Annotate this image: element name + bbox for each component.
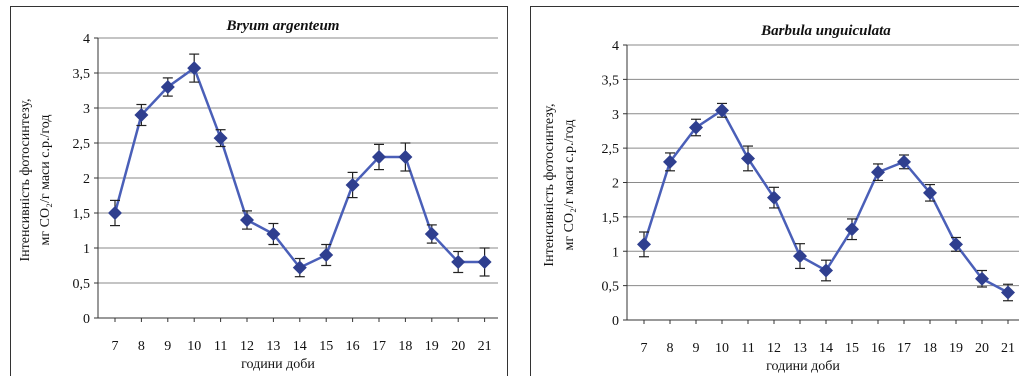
data-point bbox=[319, 248, 334, 262]
x-tick-label: 19 bbox=[425, 339, 439, 354]
data-point bbox=[871, 165, 885, 180]
data-point bbox=[715, 103, 729, 118]
x-tick-label: 11 bbox=[214, 339, 227, 354]
x-tick-label: 9 bbox=[693, 341, 700, 356]
data-point bbox=[793, 249, 807, 264]
x-tick-label: 8 bbox=[138, 339, 145, 354]
x-tick-label: 18 bbox=[923, 341, 937, 356]
x-tick-label: 16 bbox=[871, 341, 885, 356]
data-point bbox=[923, 185, 937, 200]
y-tick-label: 3 bbox=[612, 108, 619, 123]
data-point bbox=[897, 154, 911, 169]
data-point bbox=[398, 150, 413, 164]
data-point bbox=[213, 131, 228, 146]
y-axis-label: Інтенсивність фотосинтезу, bbox=[18, 98, 33, 261]
x-tick-label: 17 bbox=[372, 339, 386, 354]
chart-barbula: 0 0,5 1 1,5 2 2,5 3 3,5 4 7 8 9 10 11 12 13 14 15 16 17 18 19… bbox=[542, 23, 1019, 374]
chart-title: Bryum argenteum bbox=[226, 18, 340, 34]
chart-panel-bryum bbox=[10, 6, 508, 376]
y-tick-label: 0 bbox=[83, 312, 90, 327]
y-tick-label: 0,5 bbox=[602, 280, 620, 295]
x-tick-label: 17 bbox=[897, 341, 911, 356]
x-tick-label: 13 bbox=[793, 341, 807, 356]
x-tick-label: 10 bbox=[187, 339, 201, 354]
y-tick-label: 3,5 bbox=[73, 67, 91, 82]
y-tick-label: 2,5 bbox=[602, 142, 620, 157]
data-point bbox=[767, 190, 781, 205]
x-tick-label: 14 bbox=[293, 339, 307, 354]
data-point bbox=[637, 237, 651, 252]
x-tick-label: 12 bbox=[240, 339, 254, 354]
data-point bbox=[372, 150, 386, 164]
x-tick-label: 12 bbox=[767, 341, 781, 356]
x-tick-label: 7 bbox=[641, 341, 648, 356]
x-axis-label: години доби bbox=[766, 359, 840, 374]
x-tick-label: 21 bbox=[1001, 341, 1015, 356]
x-tick-label: 21 bbox=[478, 339, 492, 354]
y-tick-label: 1,5 bbox=[602, 211, 620, 226]
chart-bryum: 0 0,5 1 1,5 2 2,5 3 3,5 4 7 8 9 10 11 12 13 14 15 16 17 18 19… bbox=[18, 18, 498, 372]
data-point bbox=[345, 178, 360, 192]
y-axis-label-units: мг CO₂/г маси с.р./год bbox=[562, 120, 577, 251]
data-point bbox=[160, 80, 175, 94]
x-tick-label: 18 bbox=[398, 339, 412, 354]
chart-title: Barbula unguiculata bbox=[760, 23, 891, 39]
y-tick-label: 0 bbox=[612, 314, 619, 329]
x-tick-label: 9 bbox=[164, 339, 171, 354]
x-tick-label: 10 bbox=[715, 341, 729, 356]
data-point bbox=[451, 255, 466, 269]
y-tick-label: 0,5 bbox=[73, 277, 91, 292]
x-axis-label: години доби bbox=[241, 357, 315, 372]
y-tick-label: 2 bbox=[83, 172, 90, 187]
x-tick-label: 19 bbox=[949, 341, 963, 356]
data-point bbox=[689, 120, 703, 135]
x-tick-label: 15 bbox=[319, 339, 333, 354]
data-point bbox=[134, 108, 149, 122]
data-point bbox=[187, 61, 202, 76]
x-tick-label: 11 bbox=[741, 341, 754, 356]
data-point bbox=[1001, 285, 1015, 300]
x-tick-label: 16 bbox=[346, 339, 360, 354]
data-point bbox=[292, 260, 307, 275]
x-tick-label: 14 bbox=[819, 341, 833, 356]
y-axis-label-units: мг CO₂/г маси с.р./год bbox=[38, 115, 53, 246]
y-tick-label: 4 bbox=[612, 39, 619, 54]
data-point bbox=[108, 206, 122, 220]
y-tick-label: 2 bbox=[612, 177, 619, 192]
data-point bbox=[975, 271, 989, 286]
data-point bbox=[949, 237, 963, 252]
y-tick-label: 4 bbox=[83, 32, 90, 47]
data-point bbox=[845, 222, 859, 237]
data-point bbox=[240, 213, 254, 227]
data-point bbox=[477, 255, 492, 269]
data-point bbox=[741, 151, 755, 166]
x-tick-label: 15 bbox=[845, 341, 859, 356]
data-point bbox=[819, 263, 833, 278]
y-tick-label: 1 bbox=[83, 242, 90, 257]
data-point bbox=[424, 227, 439, 241]
y-tick-label: 1 bbox=[612, 245, 619, 260]
x-tick-label: 7 bbox=[112, 339, 119, 354]
y-tick-label: 2,5 bbox=[73, 137, 91, 152]
data-point bbox=[663, 154, 677, 169]
x-tick-label: 8 bbox=[667, 341, 674, 356]
y-tick-label: 1,5 bbox=[73, 207, 91, 222]
data-point bbox=[266, 227, 281, 241]
y-tick-label: 3 bbox=[83, 102, 90, 117]
x-tick-label: 20 bbox=[451, 339, 465, 354]
y-axis-label: Інтенсивність фотосинтезу, bbox=[542, 103, 557, 266]
x-tick-label: 20 bbox=[975, 341, 989, 356]
y-tick-label: 3,5 bbox=[602, 73, 620, 88]
x-tick-label: 13 bbox=[266, 339, 280, 354]
